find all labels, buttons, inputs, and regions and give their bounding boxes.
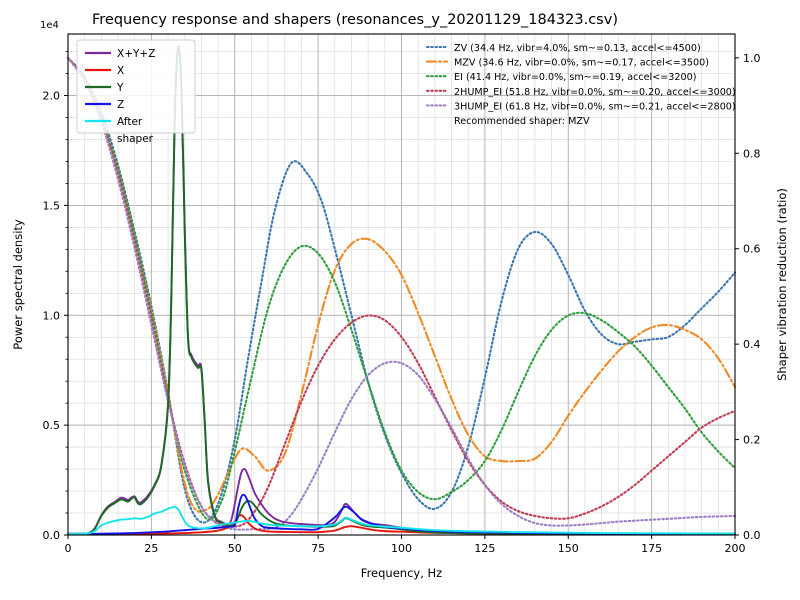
y-tick-label: 1.0 <box>43 309 61 322</box>
y2-axis-label: Shaper vibration reduction (ratio) <box>775 188 789 381</box>
x-tick-label: 75 <box>311 542 325 555</box>
x-tick-label: 100 <box>391 542 412 555</box>
legend-right-label-ei: EI (41.4 Hz, vibr=0.0%, sm~=0.19, accel<… <box>454 72 696 83</box>
legend-left-label-4: After <box>117 116 143 128</box>
y2-tick-label: 0.4 <box>743 338 761 351</box>
y2-tick-label: 0.6 <box>743 243 761 256</box>
x-axis-label: Frequency, Hz <box>361 566 442 580</box>
y-tick-label: 0.5 <box>43 419 61 432</box>
y2-tick-label: 0.8 <box>743 147 761 160</box>
legend-right-label-2hump_ei: 2HUMP_EI (51.8 Hz, vibr=0.0%, sm~=0.20, … <box>454 87 736 98</box>
chart-title: Frequency response and shapers (resonanc… <box>92 12 618 28</box>
y-tick-label: 2.0 <box>43 90 61 103</box>
legend-left-label-4-line2: shaper <box>117 133 154 145</box>
y-axis-offset-label: 1e4 <box>40 20 59 31</box>
legend-left-label-1: X <box>117 65 124 77</box>
recommended-shaper-text: Recommended shaper: MZV <box>454 116 590 127</box>
y2-tick-label: 0.2 <box>743 434 761 447</box>
legend-left-box <box>76 39 196 134</box>
legend-left-label-2: Y <box>116 82 124 94</box>
shaper-curve-3hump_ei <box>66 56 737 531</box>
psd-curve-y <box>67 47 736 535</box>
y-tick-label: 0.0 <box>43 529 61 542</box>
y-tick-label: 1.5 <box>43 199 61 212</box>
legend-right-label-zv: ZV (34.4 Hz, vibr=4.0%, sm~=0.13, accel<… <box>454 43 701 54</box>
x-tick-label: 200 <box>725 542 746 555</box>
x-tick-label: 25 <box>144 542 158 555</box>
x-tick-label: 0 <box>65 542 72 555</box>
x-tick-label: 125 <box>474 542 495 555</box>
x-tick-label: 175 <box>641 542 662 555</box>
legend-left-label-0: X+Y+Z <box>117 48 155 60</box>
x-tick-label: 150 <box>558 542 579 555</box>
y2-tick-label: 0.0 <box>743 529 761 542</box>
legend-left-label-3: Z <box>117 99 124 111</box>
legend-right-label-mzv: MZV (34.6 Hz, vibr=0.0%, sm~=0.17, accel… <box>454 58 709 69</box>
shaper-curve-mzv <box>66 56 737 513</box>
y-axis-label: Power spectral density <box>11 219 25 350</box>
x-tick-label: 50 <box>228 542 242 555</box>
legend-right-label-3hump_ei: 3HUMP_EI (61.8 Hz, vibr=0.0%, sm~=0.21, … <box>454 101 736 112</box>
psd-curve-after-shaper <box>67 506 736 535</box>
y2-tick-label: 1.0 <box>743 52 761 65</box>
